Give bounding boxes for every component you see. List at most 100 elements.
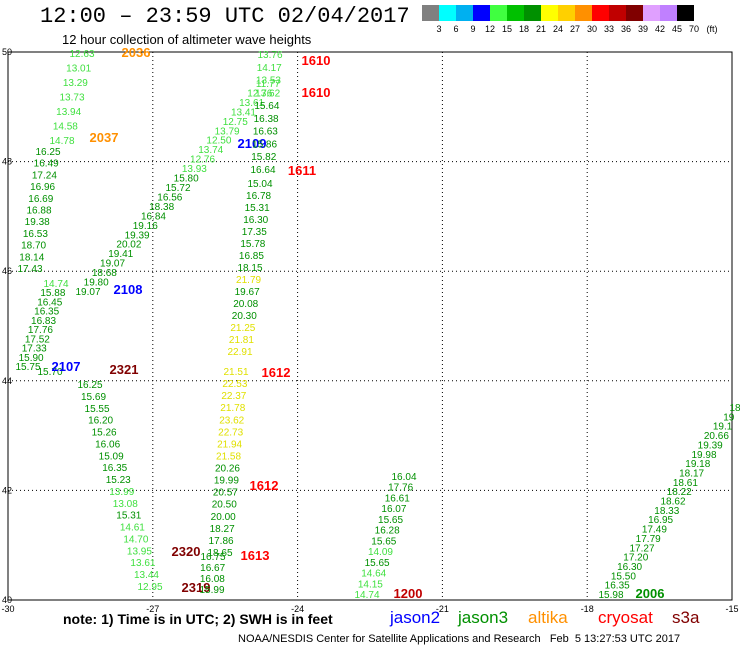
wave-height-value: 16.25 <box>77 380 102 391</box>
wave-height-value: 14.17 <box>257 63 282 74</box>
pass-time-label: 1612 <box>250 478 279 493</box>
wave-height-value: 13.95 <box>127 546 152 557</box>
wave-height-value: 16.96 <box>30 182 55 193</box>
wave-height-value: 16.28 <box>375 526 400 537</box>
pass-time-label: 2107 <box>52 359 81 374</box>
wave-height-value: 19.99 <box>214 476 239 487</box>
wave-height-value: 15.72 <box>165 183 190 194</box>
wave-height-value: 15.88 <box>40 288 65 299</box>
wave-height-value: 15.69 <box>81 392 106 403</box>
wave-height-value: 15.78 <box>240 239 265 250</box>
wave-height-value: 15.26 <box>92 428 117 439</box>
page-title: 12:00 – 23:59 UTC 02/04/2017 <box>40 4 410 29</box>
wave-height-value: 15.65 <box>378 515 403 526</box>
color-scale-label: 42 <box>654 24 665 34</box>
pass-time-label: 1612 <box>262 365 291 380</box>
wave-height-value: 16.08 <box>200 574 225 585</box>
color-swatch <box>575 5 592 21</box>
color-swatch <box>558 5 575 21</box>
wave-height-value: 16.35 <box>605 581 630 592</box>
color-scale-label: 18 <box>518 24 529 34</box>
wave-height-value: 14.64 <box>361 569 386 580</box>
wave-height-value: 19.16 <box>133 221 158 232</box>
wave-height-value: 22.53 <box>222 379 247 390</box>
wave-height-value: 18.61 <box>673 478 698 489</box>
wave-height-value: 22.91 <box>227 347 252 358</box>
pass-time-label: 2036 <box>122 45 151 60</box>
x-tick-label: -30 <box>1 604 14 614</box>
wave-height-value: 16.69 <box>28 194 53 205</box>
wave-height-value: 13.44 <box>134 570 159 581</box>
wave-height-value: 13.94 <box>56 107 81 118</box>
wave-height-value: 16.20 <box>88 416 113 427</box>
color-swatch <box>677 5 694 21</box>
color-scale-label: 21 <box>535 24 546 34</box>
color-scale-label: 30 <box>586 24 597 34</box>
wave-height-value: 16.49 <box>34 159 59 170</box>
pass-time-label: 2108 <box>114 282 143 297</box>
wave-height-value: 12.95 <box>137 582 162 593</box>
wave-height-value: 13.61 <box>239 98 264 109</box>
wave-height-value: 23.62 <box>219 415 244 426</box>
wave-height-value: 16.75 <box>200 552 225 563</box>
wave-height-value: 15.80 <box>174 174 199 185</box>
map-frame <box>7 51 733 601</box>
wave-height-value: 17.52 <box>25 334 50 345</box>
color-swatch <box>524 5 541 21</box>
pass-time-label: 2320 <box>172 544 201 559</box>
wave-height-value: 15.99 <box>199 585 224 596</box>
wave-height-value: 16.61 <box>385 493 410 504</box>
wave-height-value: 16.67 <box>200 563 225 574</box>
color-swatch <box>439 5 456 21</box>
wave-height-value: 16.53 <box>23 229 48 240</box>
pass-time-label: 2319 <box>182 580 211 595</box>
wave-height-value: 13.01 <box>66 64 91 75</box>
color-swatch <box>473 5 490 21</box>
pass-time-label: 1611 <box>288 163 316 178</box>
wave-height-value: 13.53 <box>256 76 281 87</box>
wave-height-value: 16.63 <box>253 127 278 138</box>
wave-height-value: 20.30 <box>232 311 257 322</box>
wave-height-value: 16.95 <box>648 515 673 526</box>
wave-height-value: 13.29 <box>63 78 88 89</box>
satellite-legend-jason3: jason3 <box>458 608 509 627</box>
wave-height-value: 20.08 <box>233 299 258 310</box>
wave-height-value: 12.76 <box>190 155 215 166</box>
wave-height-value: 15.98 <box>598 590 623 601</box>
wave-height-value: 15.65 <box>371 536 396 547</box>
wave-height-value: 16.85 <box>239 251 264 262</box>
wave-height-value: 20.00 <box>211 512 236 523</box>
color-swatch <box>660 5 677 21</box>
wave-height-value: 18.33 <box>654 506 679 517</box>
wave-height-value: 16.38 <box>254 114 279 125</box>
wave-height-value: 14.61 <box>120 523 145 534</box>
wave-height-value: 14.58 <box>53 122 78 133</box>
color-swatch <box>643 5 660 21</box>
y-tick-label: 48 <box>2 157 12 167</box>
color-swatch <box>422 5 439 21</box>
satellite-legend-cryosat: cryosat <box>598 608 653 627</box>
wave-height-value: 13.79 <box>215 126 240 137</box>
x-tick-label: -15 <box>725 604 738 614</box>
color-scale-label: 9 <box>470 24 476 34</box>
color-swatch <box>490 5 507 21</box>
wave-height-value: 19.39 <box>698 440 723 451</box>
wave-height-value: 14.74 <box>354 590 379 601</box>
wave-height-value: 13.73 <box>59 93 84 104</box>
color-scale-label: 6 <box>453 24 459 34</box>
wave-height-value: 19.38 <box>25 217 50 228</box>
color-swatch <box>456 5 473 21</box>
color-scale-label: 39 <box>637 24 648 34</box>
color-scale-label: 12 <box>484 24 495 34</box>
wave-height-value: 21.79 <box>236 275 261 286</box>
wave-height-value: 21.25 <box>230 323 255 334</box>
color-scale-label: 36 <box>620 24 631 34</box>
wave-height-value: 19.98 <box>691 450 716 461</box>
wave-height-value: 15.04 <box>247 179 272 190</box>
wave-height-value: 15.75 <box>15 362 40 373</box>
wave-height-value: 12.75 <box>223 117 248 128</box>
satellite-legend-jason2: jason2 <box>390 608 441 627</box>
y-tick-label: 44 <box>2 376 12 386</box>
wave-height-value: 16.04 <box>391 472 416 483</box>
